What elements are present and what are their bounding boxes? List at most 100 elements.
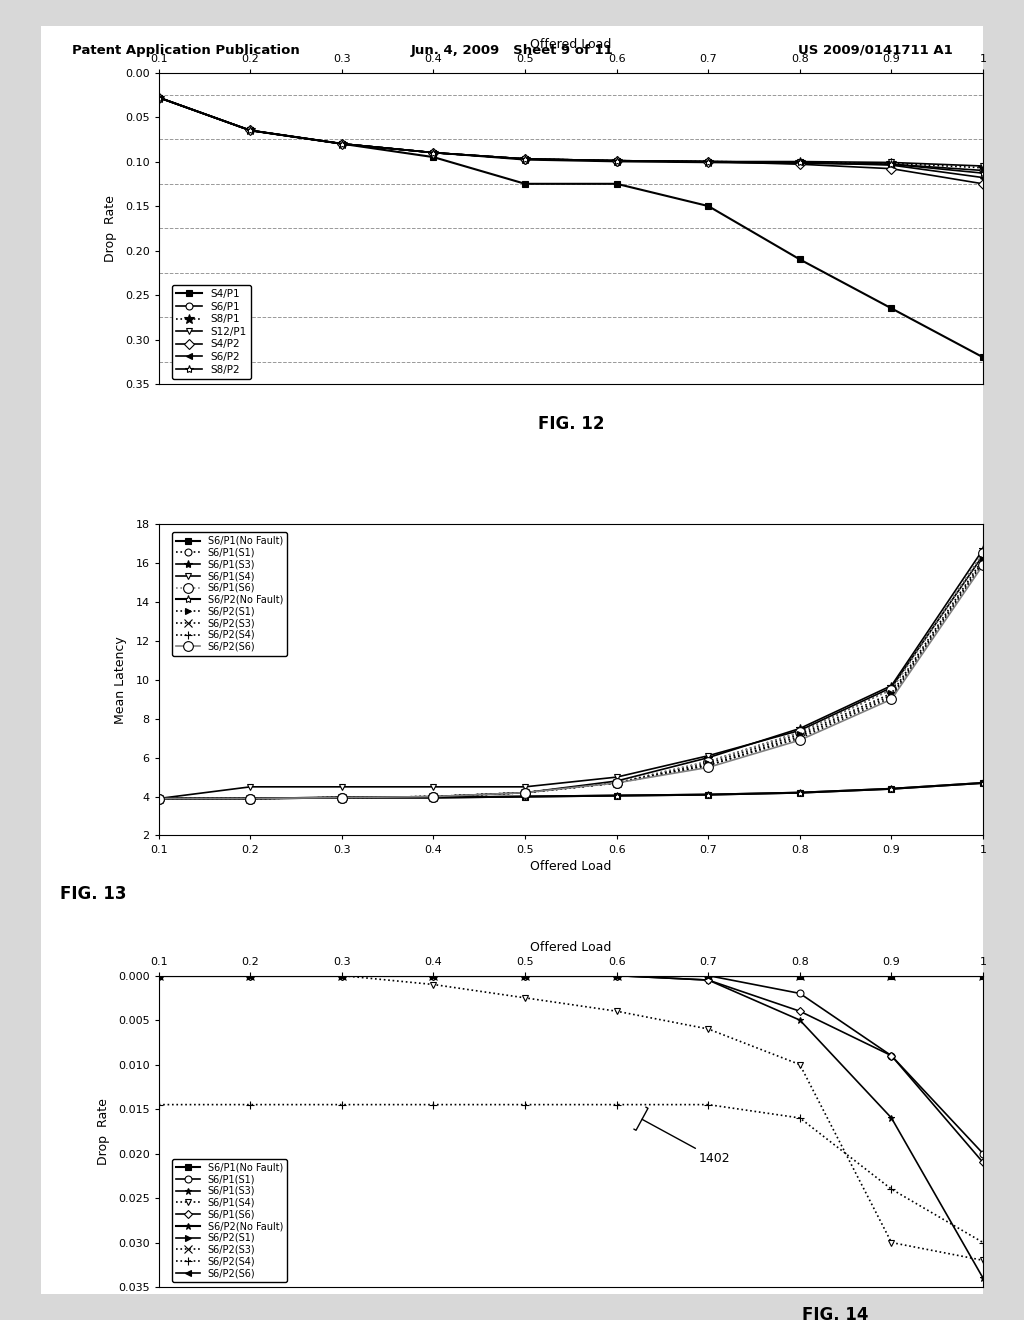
S6/P1(No Fault)	[886, 781, 898, 797]
S4/P1	[153, 90, 165, 106]
Line: S6/P2(S1): S6/P2(S1)	[156, 972, 986, 979]
S6/P2(No Fault)	[244, 791, 256, 807]
S8/P2	[427, 145, 439, 161]
S6/P2(S4)	[153, 791, 165, 807]
S6/P1(S4)	[610, 1003, 623, 1019]
S6/P1(S4)	[244, 779, 256, 795]
S6/P2(S6)	[519, 968, 531, 983]
S6/P1(S6)	[702, 972, 715, 987]
S6/P2(No Fault)	[519, 968, 531, 983]
S6/P2(S6)	[610, 775, 623, 791]
S8/P1	[519, 150, 531, 166]
X-axis label: Offered Load: Offered Load	[530, 941, 611, 954]
S6/P1(S6)	[336, 968, 348, 983]
S6/P2(S3)	[794, 729, 806, 744]
S6/P1(S6)	[153, 968, 165, 983]
S6/P1(S3)	[244, 791, 256, 807]
S6/P1(S6)	[610, 775, 623, 791]
S6/P1(S1)	[977, 545, 989, 561]
S6/P2(S6)	[977, 557, 989, 573]
X-axis label: Offered Load: Offered Load	[530, 861, 611, 873]
S4/P2	[794, 156, 806, 172]
S6/P1(S4)	[153, 791, 165, 807]
S4/P2	[427, 145, 439, 161]
S6/P2(S6)	[702, 759, 715, 775]
S6/P1(S4)	[244, 968, 256, 983]
S6/P2(S1)	[794, 726, 806, 742]
S6/P2(S1)	[336, 789, 348, 805]
S6/P2(S3)	[886, 968, 898, 983]
S6/P1(S4)	[153, 968, 165, 983]
S6/P2(S3)	[427, 968, 439, 983]
S6/P2(S4)	[336, 1097, 348, 1113]
S6/P1(S3)	[794, 1012, 806, 1028]
S6/P2(No Fault)	[794, 785, 806, 801]
S6/P2(S4)	[153, 1097, 165, 1113]
S6/P2(S3)	[702, 758, 715, 774]
S6/P2	[153, 90, 165, 106]
S6/P1(S6)	[977, 1155, 989, 1171]
S6/P2(No Fault)	[336, 968, 348, 983]
S6/P2(S3)	[244, 791, 256, 807]
S4/P2	[153, 90, 165, 106]
Y-axis label: Mean Latency: Mean Latency	[115, 636, 127, 723]
S6/P2(S1)	[244, 791, 256, 807]
S6/P1(S1)	[702, 968, 715, 983]
S6/P2(S6)	[977, 968, 989, 983]
S6/P2(S6)	[244, 791, 256, 807]
S6/P2(S1)	[427, 788, 439, 804]
S8/P2	[702, 153, 715, 169]
S6/P1(S3)	[153, 791, 165, 807]
S6/P2(S4)	[702, 758, 715, 774]
S6/P2	[244, 123, 256, 139]
S6/P2(S1)	[336, 968, 348, 983]
S6/P1(S3)	[244, 968, 256, 983]
S6/P1(No Fault)	[977, 968, 989, 983]
Line: S6/P1(S3): S6/P1(S3)	[155, 545, 987, 803]
S6/P2(S3)	[794, 968, 806, 983]
Line: S6/P1(S4): S6/P1(S4)	[156, 552, 986, 803]
S6/P2(S3)	[519, 968, 531, 983]
Line: S6/P1(S3): S6/P1(S3)	[156, 972, 986, 1282]
S6/P2(No Fault)	[427, 789, 439, 805]
S6/P1(S3)	[153, 968, 165, 983]
S6/P2(S3)	[702, 968, 715, 983]
S6/P1(No Fault)	[519, 968, 531, 983]
S4/P1	[519, 176, 531, 191]
S6/P1(No Fault)	[427, 968, 439, 983]
S6/P1(No Fault)	[336, 789, 348, 805]
Text: FIG. 13: FIG. 13	[59, 886, 126, 903]
Text: US 2009/0141711 A1: US 2009/0141711 A1	[798, 44, 952, 57]
S6/P2(S3)	[336, 968, 348, 983]
S12/P1	[610, 153, 623, 169]
S6/P2(S4)	[427, 788, 439, 804]
Line: S4/P2: S4/P2	[156, 94, 986, 187]
S6/P2(S1)	[977, 968, 989, 983]
Line: S6/P1(S4): S6/P1(S4)	[156, 972, 986, 1263]
S6/P2(S1)	[519, 785, 531, 801]
S4/P1	[244, 123, 256, 139]
S6/P1(S1)	[244, 968, 256, 983]
S6/P2(S6)	[427, 788, 439, 804]
S6/P2(S6)	[794, 733, 806, 748]
S6/P1(S3)	[610, 774, 623, 789]
S6/P2(No Fault)	[702, 787, 715, 803]
S6/P1(S6)	[519, 968, 531, 983]
S6/P1(S1)	[336, 789, 348, 805]
S6/P2(S3)	[977, 553, 989, 569]
S6/P1(S1)	[794, 986, 806, 1002]
Line: S6/P2(S4): S6/P2(S4)	[155, 558, 987, 803]
Text: Patent Application Publication: Patent Application Publication	[72, 44, 299, 57]
S4/P2	[886, 161, 898, 177]
S6/P2(S3)	[610, 968, 623, 983]
S6/P1(No Fault)	[794, 785, 806, 801]
S6/P1(S1)	[153, 968, 165, 983]
S6/P1	[977, 162, 989, 178]
S6/P2(No Fault)	[153, 791, 165, 807]
S6/P2(S6)	[519, 785, 531, 801]
S6/P2(No Fault)	[977, 968, 989, 983]
S6/P1	[886, 156, 898, 172]
S4/P1	[702, 198, 715, 214]
S8/P1	[702, 153, 715, 169]
S6/P1(No Fault)	[244, 791, 256, 807]
